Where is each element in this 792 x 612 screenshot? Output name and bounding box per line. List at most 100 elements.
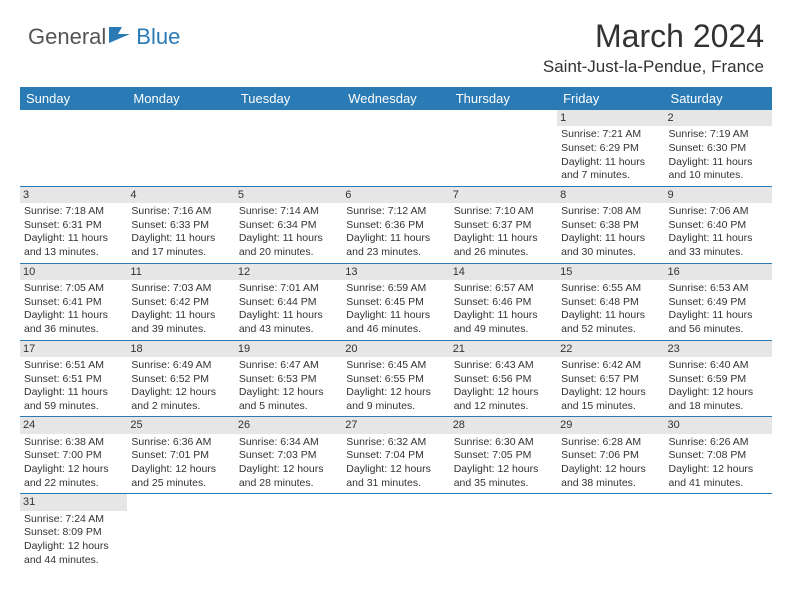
day-number: 7 — [450, 187, 557, 203]
cell-line: Sunset: 7:00 PM — [24, 449, 123, 463]
cell-line: and 38 minutes. — [561, 477, 660, 491]
day-number: 11 — [127, 264, 234, 280]
day-number: 22 — [557, 341, 664, 357]
calendar-cell: 20Sunrise: 6:45 AMSunset: 6:55 PMDayligh… — [342, 340, 449, 417]
day-number: 24 — [20, 417, 127, 433]
day-number: 3 — [20, 187, 127, 203]
cell-line: Sunrise: 7:06 AM — [669, 205, 768, 219]
cell-line: Daylight: 11 hours — [561, 309, 660, 323]
calendar-cell: 14Sunrise: 6:57 AMSunset: 6:46 PMDayligh… — [450, 263, 557, 340]
cell-line: Sunrise: 6:34 AM — [239, 436, 338, 450]
calendar-cell — [20, 110, 127, 186]
day-number: 31 — [20, 494, 127, 510]
cell-line: Sunrise: 6:57 AM — [454, 282, 553, 296]
cell-line: Daylight: 11 hours — [454, 309, 553, 323]
calendar-cell: 22Sunrise: 6:42 AMSunset: 6:57 PMDayligh… — [557, 340, 664, 417]
calendar-cell: 2Sunrise: 7:19 AMSunset: 6:30 PMDaylight… — [665, 110, 772, 186]
day-header: Sunday — [20, 87, 127, 110]
calendar-cell: 24 Sunrise: 6:38 AMSunset: 7:00 PMDayligh… — [20, 417, 127, 494]
cell-line: and 18 minutes. — [669, 400, 768, 414]
cell-line: Sunrise: 6:26 AM — [669, 436, 768, 450]
cell-line: Sunrise: 6:51 AM — [24, 359, 123, 373]
calendar-cell — [342, 110, 449, 186]
day-number: 20 — [342, 341, 449, 357]
day-number: 23 — [665, 341, 772, 357]
cell-line: Sunset: 7:01 PM — [131, 449, 230, 463]
cell-line: Sunset: 6:48 PM — [561, 296, 660, 310]
cell-line: Sunrise: 6:28 AM — [561, 436, 660, 450]
cell-line: and 23 minutes. — [346, 246, 445, 260]
cell-line: Daylight: 11 hours — [669, 156, 768, 170]
cell-line: Sunset: 6:56 PM — [454, 373, 553, 387]
cell-line: Sunrise: 7:19 AM — [669, 128, 768, 142]
cell-line: Sunrise: 6:40 AM — [669, 359, 768, 373]
cell-line: Sunrise: 7:16 AM — [131, 205, 230, 219]
cell-line: Daylight: 12 hours — [561, 386, 660, 400]
location-label: Saint-Just-la-Pendue, France — [543, 57, 764, 77]
cell-line: Sunset: 6:53 PM — [239, 373, 338, 387]
day-number: 6 — [342, 187, 449, 203]
cell-line: Daylight: 12 hours — [239, 463, 338, 477]
calendar-cell: 7Sunrise: 7:10 AMSunset: 6:37 PMDaylight… — [450, 186, 557, 263]
cell-line: and 33 minutes. — [669, 246, 768, 260]
cell-line: Sunset: 7:06 PM — [561, 449, 660, 463]
cell-line: Sunrise: 7:24 AM — [24, 513, 123, 527]
day-number: 25 — [127, 417, 234, 433]
calendar-week-row: 1Sunrise: 7:21 AMSunset: 6:29 PMDaylight… — [20, 110, 772, 186]
cell-line: Sunset: 6:44 PM — [239, 296, 338, 310]
calendar-cell — [235, 494, 342, 570]
cell-line: Sunrise: 7:08 AM — [561, 205, 660, 219]
calendar-cell — [342, 494, 449, 570]
calendar-cell: 26Sunrise: 6:34 AMSunset: 7:03 PMDayligh… — [235, 417, 342, 494]
day-number: 13 — [342, 264, 449, 280]
cell-line: and 25 minutes. — [131, 477, 230, 491]
day-number: 16 — [665, 264, 772, 280]
day-number: 8 — [557, 187, 664, 203]
logo: General Blue — [28, 24, 180, 50]
cell-line: Sunset: 6:38 PM — [561, 219, 660, 233]
cell-line: Sunset: 8:09 PM — [24, 526, 123, 540]
cell-line: and 39 minutes. — [131, 323, 230, 337]
flag-icon — [108, 25, 134, 50]
header: General Blue March 2024 Saint-Just-la-Pe… — [0, 0, 792, 83]
cell-line: and 46 minutes. — [346, 323, 445, 337]
day-header: Wednesday — [342, 87, 449, 110]
cell-line: Daylight: 12 hours — [454, 463, 553, 477]
cell-line: Daylight: 11 hours — [239, 309, 338, 323]
cell-line: Daylight: 11 hours — [346, 232, 445, 246]
calendar-cell — [557, 494, 664, 570]
day-number: 19 — [235, 341, 342, 357]
calendar-cell — [127, 494, 234, 570]
calendar-cell: 17Sunrise: 6:51 AMSunset: 6:51 PMDayligh… — [20, 340, 127, 417]
cell-line: Sunset: 6:51 PM — [24, 373, 123, 387]
cell-line: Sunrise: 6:30 AM — [454, 436, 553, 450]
cell-line: Sunrise: 6:38 AM — [24, 436, 123, 450]
cell-line: Daylight: 12 hours — [24, 463, 123, 477]
cell-line: and 5 minutes. — [239, 400, 338, 414]
cell-line: and 35 minutes. — [454, 477, 553, 491]
day-number: 4 — [127, 187, 234, 203]
cell-line: Sunrise: 6:59 AM — [346, 282, 445, 296]
cell-line: Sunrise: 7:10 AM — [454, 205, 553, 219]
calendar-week-row: 3Sunrise: 7:18 AMSunset: 6:31 PMDaylight… — [20, 186, 772, 263]
cell-line: Daylight: 12 hours — [561, 463, 660, 477]
cell-line: Sunset: 6:52 PM — [131, 373, 230, 387]
cell-line: Sunset: 6:46 PM — [454, 296, 553, 310]
cell-line: Sunrise: 6:36 AM — [131, 436, 230, 450]
day-number: 28 — [450, 417, 557, 433]
cell-line: and 31 minutes. — [346, 477, 445, 491]
day-header: Tuesday — [235, 87, 342, 110]
day-number: 30 — [665, 417, 772, 433]
calendar-cell: 1Sunrise: 7:21 AMSunset: 6:29 PMDaylight… — [557, 110, 664, 186]
cell-line: and 26 minutes. — [454, 246, 553, 260]
logo-text-general: General — [28, 24, 106, 50]
day-number: 5 — [235, 187, 342, 203]
day-number: 9 — [665, 187, 772, 203]
cell-line: Sunset: 6:36 PM — [346, 219, 445, 233]
day-header: Friday — [557, 87, 664, 110]
cell-line: Sunset: 6:42 PM — [131, 296, 230, 310]
calendar-week-row: 31Sunrise: 7:24 AMSunset: 8:09 PMDayligh… — [20, 494, 772, 570]
cell-line: and 36 minutes. — [24, 323, 123, 337]
calendar-table: SundayMondayTuesdayWednesdayThursdayFrid… — [20, 87, 772, 570]
cell-line: Daylight: 12 hours — [669, 386, 768, 400]
